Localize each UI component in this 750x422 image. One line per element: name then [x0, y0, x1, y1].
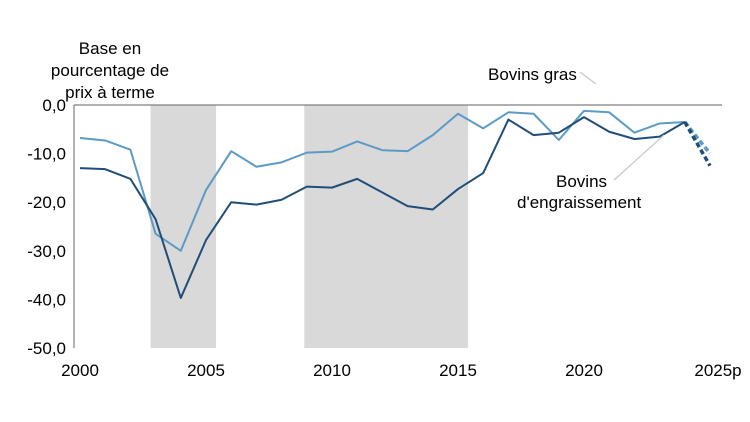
y-axis-title: Base en pourcentage de prix à terme — [50, 39, 170, 102]
series-labels: Bovins gras Bovins d'engraissement — [488, 65, 665, 212]
series-line-2 — [79, 116, 686, 299]
y-tick-label: -20,0 — [27, 193, 66, 212]
y-tick-label: 0,0 — [42, 96, 66, 115]
shaded-period-2 — [304, 105, 469, 348]
shaded-periods — [150, 105, 469, 348]
chart-axes — [73, 104, 722, 348]
x-axis-ticks: 2000 2005 2010 2015 2020 2025p — [61, 361, 742, 380]
series-label-bovins-gras: Bovins gras — [488, 65, 577, 84]
series-forecast-1 — [683, 120, 712, 155]
y-tick-label: -30,0 — [27, 242, 66, 261]
x-tick-label: 2025p — [694, 361, 741, 380]
x-tick-label: 2010 — [313, 361, 351, 380]
x-tick-label: 2015 — [439, 361, 477, 380]
y-tick-label: -50,0 — [27, 339, 66, 358]
shaded-period-1 — [150, 105, 217, 348]
bovins-gras-leader-line — [579, 71, 597, 85]
y-tick-label: -10,0 — [27, 145, 66, 164]
x-tick-label: 2005 — [187, 361, 225, 380]
series-label-bovins-engraissement-2: d'engraissement — [517, 193, 641, 212]
bovins-engraissement-leader-line — [613, 134, 665, 181]
x-tick-label: 2000 — [61, 361, 99, 380]
x-tick-label: 2020 — [565, 361, 603, 380]
y-axis-ticks: 0,0 -10,0 -20,0 -30,0 -40,0 -50,0 — [27, 96, 66, 358]
series-forecast-2 — [683, 121, 712, 167]
y-tick-label: -40,0 — [27, 290, 66, 309]
series-lines — [79, 109, 712, 299]
series-label-bovins-engraissement-1: Bovins — [556, 172, 607, 191]
series-line-1 — [79, 109, 685, 252]
